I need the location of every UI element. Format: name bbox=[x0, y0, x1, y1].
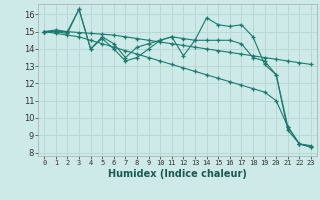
X-axis label: Humidex (Indice chaleur): Humidex (Indice chaleur) bbox=[108, 169, 247, 179]
